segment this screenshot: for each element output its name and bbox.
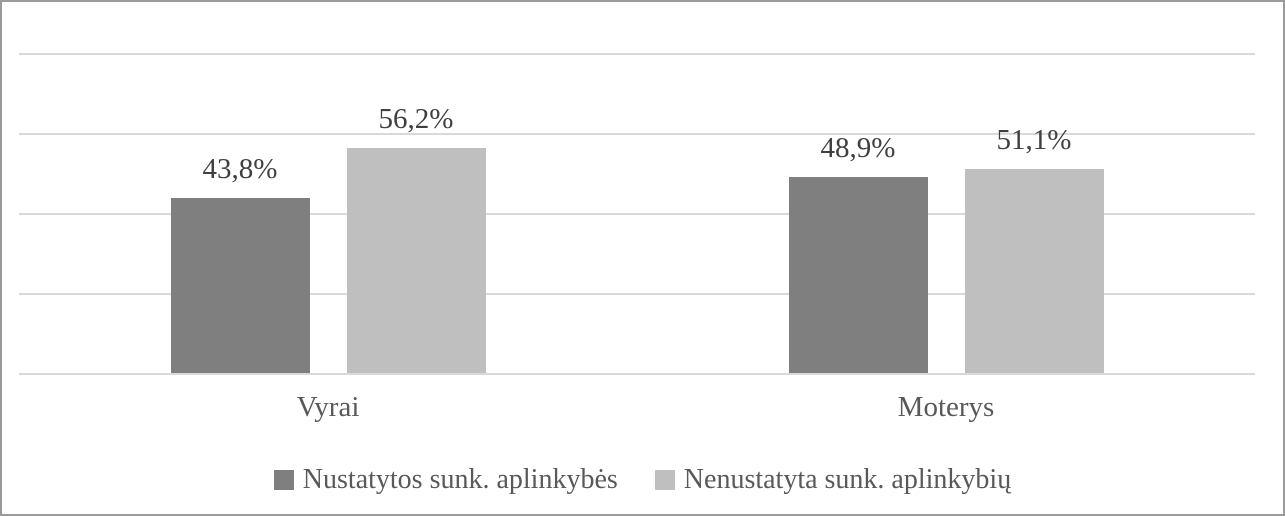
- gridline-0pct: [19, 373, 1255, 375]
- bar-wrap: 51,1%: [964, 124, 1104, 373]
- category-group-moterys: 48,9% 51,1%: [637, 53, 1255, 373]
- legend-label-nustatytos: Nustatytos sunk. aplinkybės: [302, 464, 618, 495]
- legend-swatch-light-icon: [654, 470, 675, 490]
- bar-moterys-nustatytos: [788, 177, 928, 373]
- bar-moterys-nenustatyta: [964, 169, 1104, 373]
- data-label-moterys-nenustatyta: 51,1%: [996, 124, 1072, 156]
- legend-swatch-dark-icon: [273, 470, 294, 490]
- gridline-80pct: [19, 53, 1255, 55]
- data-label-moterys-nustatytos: 48,9%: [820, 132, 896, 164]
- legend-item-nustatytos: Nustatytos sunk. aplinkybės: [273, 464, 618, 496]
- data-label-vyrai-nenustatyta: 56,2%: [378, 103, 454, 135]
- bar-wrap: 48,9%: [788, 132, 928, 373]
- gridline-20pct: [19, 293, 1255, 295]
- legend-label-nenustatyta: Nenustatyta sunk. aplinkybių: [683, 464, 1012, 495]
- gridline-40pct: [19, 213, 1255, 215]
- bar-wrap: 43,8%: [170, 153, 310, 373]
- legend-item-nenustatyta: Nenustatyta sunk. aplinkybių: [654, 464, 1012, 496]
- category-label-moterys: Moterys: [897, 391, 995, 423]
- data-label-vyrai-nustatytos: 43,8%: [202, 153, 278, 185]
- bar-vyrai-nenustatyta: [346, 148, 486, 373]
- plot-area: 43,8% 56,2% 48,9% 51,1%: [19, 53, 1255, 375]
- legend: Nustatytos sunk. aplinkybės Nenustatyta …: [2, 460, 1283, 500]
- category-label-vyrai: Vyrai: [296, 391, 360, 423]
- bar-wrap: 56,2%: [346, 103, 486, 373]
- category-axis: Vyrai Moterys: [19, 390, 1255, 424]
- bar-vyrai-nustatytos: [170, 198, 310, 373]
- gridline-60pct: [19, 133, 1255, 135]
- category-group-vyrai: 43,8% 56,2%: [19, 53, 637, 373]
